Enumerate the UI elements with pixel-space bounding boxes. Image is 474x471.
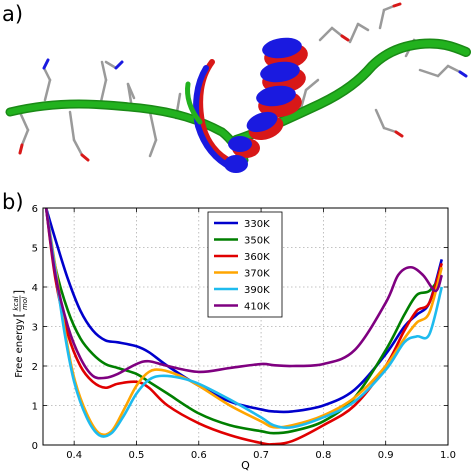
protein-structure-illustration [5, 2, 471, 173]
atom-color-accents [18, 2, 468, 162]
series-lines [44, 208, 444, 445]
x-tick-labels: 0.4 0.5 0.6 0.7 0.8 0.9 1.0 [66, 450, 456, 461]
legend-label: 370K [244, 269, 270, 280]
helix-blue [224, 37, 302, 173]
legend-label: 360K [244, 252, 270, 263]
series-line-390K [44, 208, 444, 438]
y-tick-label: 2 [32, 362, 38, 373]
series-line-410K [44, 208, 444, 380]
legend-label: 330K [244, 219, 270, 230]
x-tick-label: 1.0 [440, 450, 456, 461]
x-axis-label: Q [241, 459, 250, 471]
legend-label: 390K [244, 285, 270, 296]
y-tick-label: 1 [32, 402, 38, 413]
coil-tail-left [185, 81, 203, 125]
x-tick-label: 0.4 [66, 450, 82, 461]
x-tick-label: 0.9 [378, 450, 394, 461]
legend: 330K 350K 360K 370K 390K 410K [207, 211, 283, 318]
x-tick-label: 0.8 [315, 450, 331, 461]
y-axis-unit-numerator: kcal [12, 296, 20, 310]
panel-a-label: a) [2, 2, 24, 26]
y-axis-unit-denominator: mol [21, 297, 29, 310]
y-tick-labels: 0 1 2 3 4 5 6 [32, 204, 38, 452]
y-tick-label: 3 [32, 323, 38, 334]
y-tick-label: 5 [32, 244, 38, 255]
series-line-360K [44, 208, 444, 445]
y-axis-label-text: Free energy [14, 318, 25, 377]
x-tick-label: 0.7 [253, 450, 269, 461]
y-tick-label: 4 [32, 283, 38, 294]
series-line-350K [44, 208, 443, 435]
y-axis-label: Free energy [ kcal mol ] [12, 290, 29, 378]
x-tick-label: 0.6 [191, 450, 207, 461]
panel-b-label: b) [2, 190, 24, 214]
hairpin-blue [193, 65, 235, 171]
legend-label: 350K [244, 236, 270, 247]
y-tick-label: 6 [32, 204, 38, 215]
y-tick-label: 0 [32, 441, 38, 452]
legend-label: 410K [244, 302, 270, 313]
y-axis-label-bracket-close: ] [12, 290, 26, 295]
x-tick-label: 0.5 [129, 450, 145, 461]
y-axis-label-bracket-open: [ [12, 313, 26, 318]
legend-box [207, 211, 283, 318]
axis-ticks [43, 207, 449, 446]
